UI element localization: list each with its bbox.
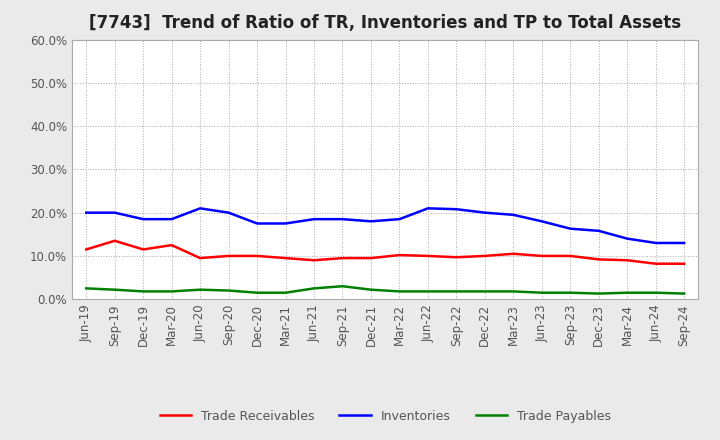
Trade Receivables [652,261,660,266]
Trade Receivables [253,253,261,259]
Trade Receivables [282,256,290,261]
Trade Payables [452,289,461,294]
Inventories [110,210,119,215]
Inventories [395,216,404,222]
Trade Receivables [537,253,546,259]
Inventories [139,216,148,222]
Trade Receivables [82,247,91,252]
Line: Trade Receivables: Trade Receivables [86,241,684,264]
Inventories [253,221,261,226]
Trade Payables [480,289,489,294]
Trade Receivables [196,256,204,261]
Inventories [167,216,176,222]
Inventories [225,210,233,215]
Trade Payables [110,287,119,292]
Trade Receivables [423,253,432,259]
Inventories [196,205,204,211]
Line: Inventories: Inventories [86,208,684,243]
Inventories [623,236,631,241]
Trade Payables [310,286,318,291]
Trade Payables [338,284,347,289]
Trade Payables [167,289,176,294]
Inventories [452,206,461,212]
Trade Receivables [509,251,518,257]
Inventories [366,219,375,224]
Inventories [595,228,603,234]
Trade Payables [566,290,575,295]
Trade Payables [82,286,91,291]
Trade Receivables [566,253,575,259]
Trade Payables [282,290,290,295]
Trade Receivables [366,256,375,261]
Trade Payables [509,289,518,294]
Trade Payables [139,289,148,294]
Trade Receivables [167,242,176,248]
Trade Payables [623,290,631,295]
Inventories [652,240,660,246]
Trade Receivables [395,253,404,258]
Trade Receivables [680,261,688,266]
Trade Receivables [310,258,318,263]
Inventories [480,210,489,215]
Trade Payables [423,289,432,294]
Trade Receivables [623,258,631,263]
Trade Payables [537,290,546,295]
Inventories [537,219,546,224]
Legend: Trade Receivables, Inventories, Trade Payables: Trade Receivables, Inventories, Trade Pa… [155,405,616,428]
Trade Payables [225,288,233,293]
Inventories [509,212,518,217]
Inventories [310,216,318,222]
Title: [7743]  Trend of Ratio of TR, Inventories and TP to Total Assets: [7743] Trend of Ratio of TR, Inventories… [89,15,681,33]
Trade Payables [253,290,261,295]
Trade Receivables [338,256,347,261]
Trade Payables [652,290,660,295]
Trade Receivables [110,238,119,243]
Inventories [423,205,432,211]
Inventories [680,240,688,246]
Line: Trade Payables: Trade Payables [86,286,684,293]
Inventories [566,226,575,231]
Trade Receivables [480,253,489,259]
Trade Payables [366,287,375,292]
Trade Payables [395,289,404,294]
Trade Receivables [595,257,603,262]
Trade Payables [680,291,688,296]
Trade Receivables [139,247,148,252]
Trade Payables [196,287,204,292]
Trade Payables [595,291,603,296]
Inventories [338,216,347,222]
Trade Receivables [225,253,233,259]
Inventories [282,221,290,226]
Inventories [82,210,91,215]
Trade Receivables [452,255,461,260]
